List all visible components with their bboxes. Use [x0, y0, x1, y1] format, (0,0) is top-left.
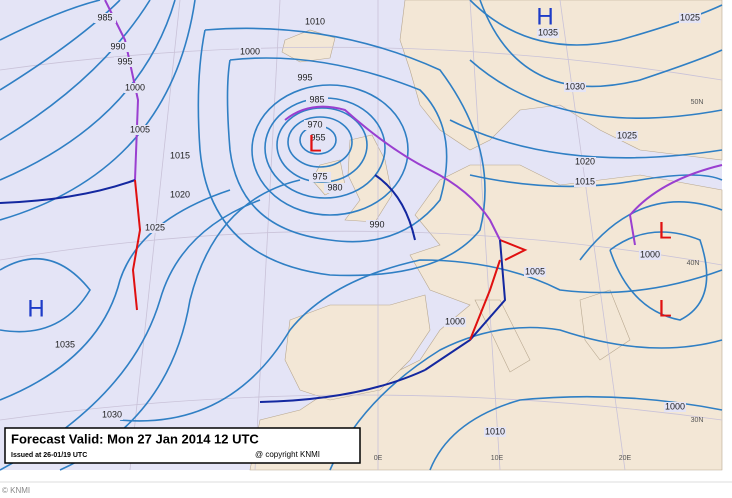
graticule: [0, 0, 723, 471]
isobar-label-bg: [129, 125, 151, 135]
isobar-label-bg: [616, 131, 638, 141]
isobar-label: 955: [310, 132, 325, 142]
isobar-label: 1020: [170, 189, 190, 199]
isobar-label: 1030: [565, 81, 585, 91]
isobar-label-bg: [309, 172, 331, 182]
pressure-center: H: [27, 295, 44, 322]
copyright: @ copyright KNMI: [255, 450, 320, 459]
isobar-label-bg: [107, 42, 129, 52]
graticule-label: 20E: [619, 455, 632, 462]
graticule-label: 50N: [691, 99, 704, 106]
isobar-label: 1020: [575, 156, 595, 166]
isobar-label: 995: [117, 56, 132, 66]
isobar-label-bg: [294, 73, 316, 83]
isobar-label: 990: [369, 219, 384, 229]
isobar-label: 1025: [680, 12, 700, 22]
isobar-label: 1000: [240, 46, 260, 56]
pressure-center: L: [658, 217, 671, 244]
isobar-label: 980: [327, 182, 342, 192]
isobar-label: 975: [312, 171, 327, 181]
issued-at: Issued at 26-01/19 UTC: [11, 452, 87, 459]
graticule-label: 0E: [374, 455, 383, 462]
isobar-label: 1015: [575, 176, 595, 186]
isobar-label-bg: [54, 340, 76, 350]
graticule-label: 30N: [691, 417, 704, 424]
isobar-label: 1025: [617, 130, 637, 140]
isobar-label-bg: [574, 157, 596, 167]
isobar-label: 995: [297, 72, 312, 82]
isobar-label-bg: [101, 410, 123, 420]
isobar-label-bg: [484, 427, 506, 437]
isobar-label-bg: [144, 223, 166, 233]
isobar-label: 970: [307, 119, 322, 129]
isobar-label: 1005: [525, 266, 545, 276]
isobar-label-bg: [324, 183, 346, 193]
isobar-label: 990: [110, 41, 125, 51]
isobar-label: 1010: [485, 426, 505, 436]
isobar-label: 1025: [145, 222, 165, 232]
isobar-label-bg: [239, 47, 261, 57]
isobar-label: 1000: [665, 401, 685, 411]
forecast-valid: Forecast Valid: Mon 27 Jan 2014 12 UTC: [11, 431, 259, 446]
isobar-label-bg: [679, 13, 701, 23]
isobar-label-bg: [169, 151, 191, 161]
isobar-label: 1030: [102, 409, 122, 419]
isobar-label: 985: [309, 94, 324, 104]
isobar-label-bg: [639, 250, 661, 260]
isobar-label-bg: [537, 28, 559, 38]
forecast-box: [4, 427, 361, 464]
isobar-label: 1015: [170, 150, 190, 160]
isobar-label-bg: [664, 402, 686, 412]
isobar-label-bg: [304, 17, 326, 27]
isobar-label: 1005: [130, 124, 150, 134]
fronts: [0, 0, 723, 403]
isobars: [0, 0, 723, 471]
isobar-label: 1035: [538, 27, 558, 37]
graticule-label: 10E: [491, 455, 504, 462]
isobar-label-bg: [307, 133, 329, 143]
isobar-label-bg: [114, 57, 136, 67]
isobar-label-bg: [524, 267, 546, 277]
isobar-label: 1000: [640, 249, 660, 259]
isobar-label: 1000: [445, 316, 465, 326]
isobar-label-bg: [574, 177, 596, 187]
isobar-label-bg: [169, 190, 191, 200]
isobar-label-bg: [444, 317, 466, 327]
pressure-center: L: [308, 130, 321, 157]
footer: © KNMI: [2, 486, 30, 495]
isobar-label: 985: [97, 12, 112, 22]
isobar-label-bg: [564, 82, 586, 92]
isobar-label-bg: [124, 83, 146, 93]
land: [249, 0, 723, 471]
pressure-center: L: [658, 295, 671, 322]
isobar-label: 1000: [125, 82, 145, 92]
pressure-center: H: [536, 3, 553, 30]
graticule-label: 40N: [687, 260, 700, 267]
isobar-label: 1010: [305, 16, 325, 26]
isobar-label-bg: [304, 120, 326, 130]
isobar-label: 1035: [55, 339, 75, 349]
isobar-label-bg: [366, 220, 388, 230]
isobar-label-bg: [94, 13, 116, 23]
isobar-label-bg: [306, 95, 328, 105]
